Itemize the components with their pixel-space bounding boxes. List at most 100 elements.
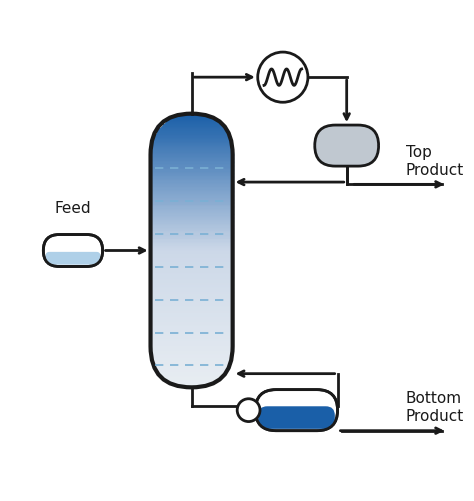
Bar: [151, 184, 233, 186]
Bar: [152, 355, 231, 357]
Bar: [155, 136, 229, 138]
Bar: [155, 365, 228, 367]
Bar: [151, 283, 233, 285]
Bar: [178, 384, 205, 386]
Bar: [164, 376, 219, 378]
Bar: [168, 379, 216, 380]
Bar: [152, 145, 232, 146]
Bar: [151, 228, 233, 230]
Bar: [151, 217, 233, 219]
Bar: [151, 274, 233, 275]
Bar: [151, 299, 233, 301]
Bar: [151, 313, 233, 315]
Bar: [151, 323, 233, 325]
Bar: [154, 138, 229, 140]
Text: Top
Product: Top Product: [406, 145, 464, 177]
Bar: [151, 207, 233, 209]
Bar: [151, 331, 233, 333]
Bar: [151, 320, 233, 322]
Bar: [151, 336, 233, 338]
Text: Bottom
Product: Bottom Product: [406, 391, 464, 424]
Bar: [151, 158, 233, 160]
FancyBboxPatch shape: [315, 125, 379, 166]
Bar: [151, 351, 232, 353]
Bar: [156, 366, 227, 368]
Bar: [161, 127, 223, 129]
Bar: [151, 212, 233, 213]
Bar: [151, 209, 233, 211]
Bar: [151, 194, 233, 196]
Bar: [151, 161, 233, 163]
Bar: [151, 324, 233, 326]
Bar: [151, 225, 233, 227]
Bar: [166, 121, 217, 123]
Bar: [157, 368, 226, 370]
Bar: [155, 135, 228, 137]
Bar: [152, 143, 231, 145]
Bar: [151, 334, 233, 335]
Bar: [151, 257, 233, 259]
Bar: [151, 291, 233, 293]
Bar: [151, 353, 232, 355]
Bar: [151, 171, 233, 172]
Bar: [151, 154, 233, 156]
Bar: [151, 310, 233, 312]
Bar: [152, 142, 231, 144]
Bar: [151, 162, 233, 164]
Bar: [151, 349, 233, 350]
Bar: [151, 247, 233, 249]
Bar: [183, 386, 200, 387]
Bar: [151, 146, 232, 148]
Bar: [159, 128, 224, 130]
Bar: [151, 304, 233, 305]
Bar: [151, 316, 233, 318]
Bar: [151, 260, 233, 262]
Bar: [151, 231, 233, 232]
Bar: [172, 381, 211, 383]
Bar: [151, 347, 233, 349]
Bar: [151, 182, 233, 183]
Bar: [151, 280, 233, 282]
Bar: [180, 115, 204, 116]
Bar: [151, 180, 233, 182]
Bar: [151, 268, 233, 270]
Bar: [151, 289, 233, 290]
Bar: [151, 183, 233, 185]
Bar: [166, 377, 218, 379]
FancyBboxPatch shape: [258, 406, 335, 429]
Bar: [153, 360, 230, 361]
Bar: [176, 116, 208, 118]
FancyBboxPatch shape: [255, 390, 337, 431]
Bar: [151, 345, 233, 346]
Bar: [157, 131, 226, 133]
Bar: [151, 264, 233, 266]
Bar: [151, 305, 233, 307]
Bar: [151, 151, 233, 153]
Circle shape: [237, 399, 260, 421]
Bar: [159, 370, 224, 372]
Bar: [162, 373, 222, 375]
Bar: [151, 286, 233, 288]
Bar: [151, 191, 233, 193]
Bar: [151, 240, 233, 242]
Bar: [163, 375, 220, 376]
Bar: [151, 246, 233, 248]
Bar: [151, 294, 233, 296]
Bar: [151, 195, 233, 197]
Bar: [151, 190, 233, 192]
Bar: [153, 141, 230, 142]
Bar: [154, 361, 229, 363]
Bar: [151, 276, 233, 278]
Bar: [151, 173, 233, 175]
Bar: [151, 199, 233, 201]
Bar: [151, 306, 233, 308]
Bar: [151, 312, 233, 314]
Bar: [170, 380, 214, 382]
Bar: [151, 248, 233, 250]
Bar: [173, 117, 210, 119]
Bar: [151, 201, 233, 202]
Bar: [164, 123, 219, 125]
Bar: [151, 343, 233, 345]
Bar: [151, 252, 233, 253]
Bar: [162, 126, 221, 127]
